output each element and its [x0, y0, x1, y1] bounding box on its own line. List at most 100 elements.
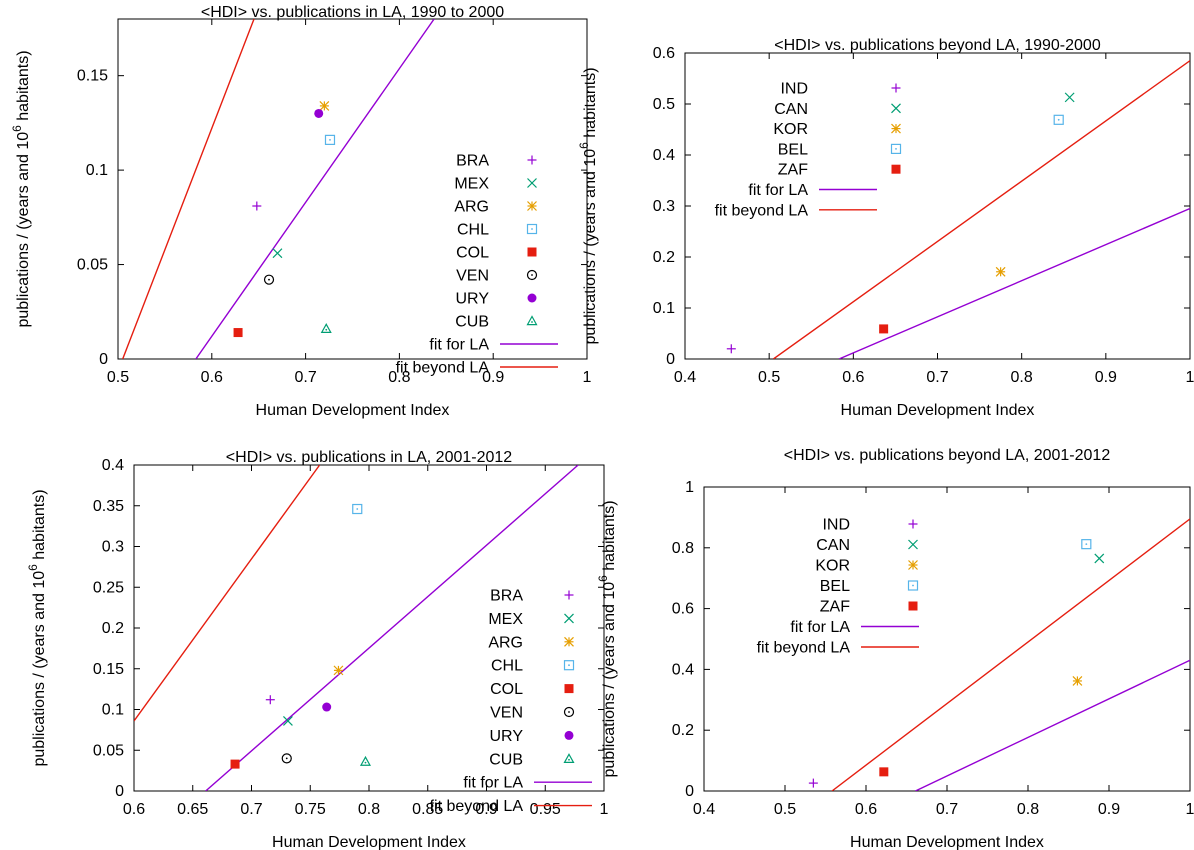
x-tick-label: 1 [600, 801, 609, 818]
y-axis-label-superscript: 6 [10, 125, 24, 132]
chart-panel-2: <HDI> vs. publications beyond LA, 1990-2… [577, 37, 1194, 419]
y-axis-label-tail: habitants) [601, 500, 618, 575]
legend-marker-cub [563, 753, 575, 764]
x-tick-label: 0.5 [774, 801, 796, 818]
legend-label: KOR [773, 121, 808, 138]
point-cub [359, 755, 371, 766]
y-tick-label: 0.4 [102, 457, 124, 474]
point-bel [1053, 114, 1064, 125]
point-arg [319, 100, 330, 111]
y-axis-label-superscript: 6 [596, 575, 610, 582]
legend-marker-mex [527, 178, 537, 188]
y-axis-label: publications / (years and 106 habitants) [596, 500, 618, 777]
point-can [1064, 92, 1075, 103]
legend-label: URY [456, 291, 490, 308]
y-tick-label: 0.2 [653, 249, 675, 266]
x-tick-label: 0.6 [123, 801, 145, 818]
y-tick-label: 0.2 [672, 722, 694, 739]
x-axis-label: Human Development Index [850, 834, 1044, 850]
legend-marker-can [908, 539, 918, 550]
x-tick-label: 0.7 [240, 801, 262, 818]
fit-line-beyond-la [772, 60, 1190, 359]
x-tick-label: 0.4 [674, 369, 696, 386]
x-tick-label: 0.9 [475, 801, 497, 818]
x-tick-label: 0.85 [412, 801, 443, 818]
legend-label: BEL [778, 141, 808, 158]
legend-marker-zaf [891, 164, 901, 174]
legend-marker-arg [527, 201, 537, 211]
y-tick-label: 0 [685, 783, 694, 800]
legend-label: VEN [456, 268, 489, 285]
legend-label: ZAF [820, 599, 850, 616]
y-axis-label-main: publications / (years and 10 [15, 132, 32, 328]
point-ury [322, 702, 332, 712]
legend-label: BRA [490, 588, 523, 605]
y-axis-label: publications / (years and 106 habitants) [577, 67, 599, 344]
x-tick-label: 0.9 [482, 369, 504, 386]
point-bel [1081, 539, 1092, 550]
legend-label: fit for LA [790, 619, 850, 636]
y-tick-label: 0.4 [672, 661, 694, 678]
x-tick-label: 0.8 [1011, 369, 1033, 386]
point-kor [995, 266, 1006, 277]
legend: BRA MEX ARG CHL COL VEN URY CUB fit for LA fit be… [430, 588, 592, 815]
legend-marker-bel [890, 143, 902, 154]
y-axis-label-tail: habitants) [15, 50, 32, 125]
y-axis-label-tail: habitants) [31, 489, 48, 564]
legend-marker-chl [526, 223, 538, 235]
y-tick-label: 0.4 [653, 147, 675, 164]
point-can [1094, 553, 1105, 564]
x-tick-label: 0.5 [107, 369, 129, 386]
y-tick-label: 0.1 [102, 702, 124, 719]
y-tick-label: 0 [115, 783, 124, 800]
legend-label: fit beyond LA [757, 640, 851, 657]
fit-line-la [915, 659, 1190, 791]
legend-marker-bel [907, 580, 919, 591]
legend-label: MEX [488, 611, 523, 628]
y-tick-label: 0.8 [672, 540, 694, 557]
x-tick-label: 0.4 [693, 801, 715, 818]
legend-marker-arg [564, 636, 574, 647]
legend-marker-col [564, 684, 574, 694]
fit-line-beyond-la [831, 518, 1190, 791]
point-ind [726, 344, 736, 354]
point-mex [283, 715, 293, 726]
point-zaf [879, 767, 889, 777]
x-tick-label: 0.5 [758, 369, 780, 386]
legend-marker-ind [891, 83, 901, 93]
legend-label: CHL [457, 222, 489, 239]
y-axis-label: publications / (years and 106 habitants) [26, 489, 48, 766]
y-tick-label: 0.1 [86, 162, 108, 179]
legend-marker-bra [564, 590, 574, 600]
legend-label: ARG [454, 199, 489, 216]
chart-panel-4: <HDI> vs. publications beyond LA, 2001-2… [596, 447, 1194, 850]
y-tick-label: 0.1 [653, 300, 675, 317]
y-tick-label: 0.6 [653, 45, 675, 62]
x-tick-label: 0.7 [294, 369, 316, 386]
point-mex [272, 248, 283, 259]
y-tick-label: 1 [685, 479, 694, 496]
y-axis-label-main: publications / (years and 10 [31, 571, 48, 767]
legend-marker-can [891, 103, 901, 114]
y-tick-label: 0.3 [653, 198, 675, 215]
legend-label: ZAF [778, 162, 808, 179]
x-tick-label: 1 [583, 369, 592, 386]
point-ven [263, 274, 275, 285]
x-tick-label: 0.6 [842, 369, 864, 386]
x-tick-label: 0.8 [388, 369, 410, 386]
fit-line-beyond-la [122, 19, 255, 359]
y-tick-label: 0.6 [672, 601, 694, 618]
point-kor [1072, 676, 1083, 686]
point-chl [324, 134, 336, 145]
legend: BRA MEX ARG CHL COL VEN URY CUB fit for LA fit be… [396, 153, 558, 377]
plot-frame [117, 18, 588, 360]
plot-frame [133, 464, 605, 792]
legend-label: BRA [456, 153, 489, 170]
y-tick-label: 0.2 [102, 620, 124, 637]
legend-marker-ven [563, 706, 575, 718]
legend-marker-ury [564, 730, 574, 740]
point-bra [252, 201, 262, 211]
x-axis-label: Human Development Index [272, 834, 466, 850]
legend-marker-ind [908, 519, 918, 529]
